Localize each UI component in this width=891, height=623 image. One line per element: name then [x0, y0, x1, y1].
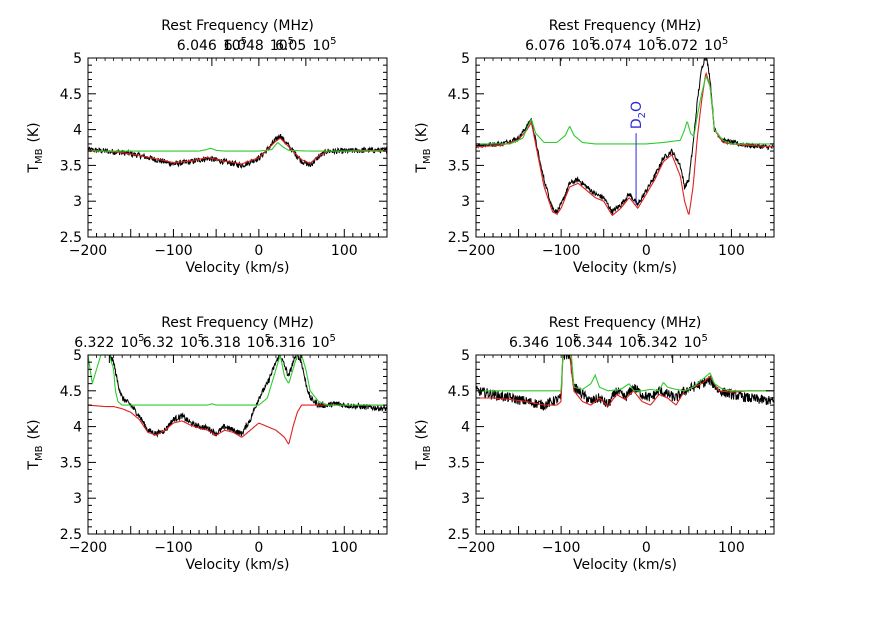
y-tick-label: 5 [73, 51, 82, 67]
y-tick-label: 2.5 [60, 230, 82, 246]
x-tick-label: −200 [457, 540, 495, 556]
y-tick-label: 3 [461, 491, 470, 507]
y-tick-label: 4.5 [448, 87, 470, 103]
y-tick-label: 3.5 [448, 158, 470, 174]
y-tick-label: 4 [73, 123, 82, 139]
y-axis-title: TMB(K) [414, 419, 433, 470]
x-tick-label: 0 [642, 243, 651, 259]
top-tick-label: 6.05 105 [275, 36, 336, 54]
y-tick-label: 3 [73, 491, 82, 507]
top-tick-label: 6.344 105 [573, 333, 643, 351]
x-axis-title: Velocity (km/s) [573, 260, 677, 276]
top-tick-label: 6.342 105 [638, 333, 708, 351]
x-tick-label: 0 [642, 540, 651, 556]
y-tick-label: 4 [73, 420, 82, 436]
y-tick-label: 3.5 [60, 455, 82, 471]
spectrum-panel-top-right: D2O −200 −100 0 100 2.5 3 3.5 4 4.5 5 6.076 1056.074… [414, 18, 775, 276]
x-tick-label: 0 [254, 243, 263, 259]
x-tick-label: −100 [154, 540, 192, 556]
top-tick-label: 6.318 105 [201, 333, 271, 351]
top-axis-title: Rest Frequency (MHz) [161, 18, 314, 34]
y-tick-label: 4 [461, 420, 470, 436]
x-tick-label: −200 [457, 243, 495, 259]
top-tick-label: 6.316 105 [266, 333, 336, 351]
y-tick-label: 4.5 [60, 87, 82, 103]
plot-frame [87, 354, 388, 535]
y-tick-label: 4 [461, 123, 470, 139]
x-tick-label: 100 [718, 540, 745, 556]
top-axis-title: Rest Frequency (MHz) [549, 18, 702, 34]
series-line-model-1 [476, 355, 774, 408]
x-tick-label: −200 [69, 243, 107, 259]
y-tick-label: 3 [461, 194, 470, 210]
x-tick-label: 100 [718, 243, 745, 259]
top-tick-label: 6.048 105 [224, 36, 294, 54]
y-tick-label: 2.5 [448, 230, 470, 246]
plot-frame [475, 354, 775, 535]
plot-frame [87, 57, 388, 238]
x-tick-label: −200 [69, 540, 107, 556]
x-tick-label: −100 [154, 243, 192, 259]
series-line-model-2 [476, 75, 774, 145]
y-axis-title: TMB(K) [26, 122, 45, 173]
plot-frame [475, 57, 775, 238]
x-tick-label: 100 [331, 540, 358, 556]
series-line-model-2 [88, 142, 387, 152]
top-tick-label: 6.346 105 [509, 333, 579, 351]
y-tick-label: 3.5 [60, 158, 82, 174]
y-tick-label: 3.5 [448, 455, 470, 471]
top-tick-label: 6.046 105 [177, 36, 247, 54]
y-tick-label: 2.5 [60, 527, 82, 543]
x-axis-title: Velocity (km/s) [573, 557, 677, 573]
x-tick-label: −100 [542, 540, 580, 556]
series-line-model-1 [88, 404, 387, 445]
y-tick-label: 5 [461, 348, 470, 364]
x-axis-title: Velocity (km/s) [185, 557, 289, 573]
top-axis-title: Rest Frequency (MHz) [549, 315, 702, 331]
x-tick-label: 100 [331, 243, 358, 259]
top-tick-label: 6.072 105 [658, 36, 728, 54]
y-tick-label: 4.5 [448, 384, 470, 400]
y-tick-label: 4.5 [60, 384, 82, 400]
y-tick-label: 5 [461, 51, 470, 67]
y-tick-label: 3 [73, 194, 82, 210]
top-tick-label: 6.076 105 [525, 36, 595, 54]
y-axis-title: TMB(K) [26, 419, 45, 470]
y-tick-label: 5 [73, 348, 82, 364]
series-line-model-2 [88, 355, 387, 406]
y-tick-label: 2.5 [448, 527, 470, 543]
x-tick-label: −100 [542, 243, 580, 259]
top-tick-label: 6.074 105 [592, 36, 662, 54]
series-line-observed-0 [109, 355, 387, 438]
top-tick-label: 6.32 105 [143, 333, 204, 351]
x-axis-title: Velocity (km/s) [185, 260, 289, 276]
top-axis-title: Rest Frequency (MHz) [161, 315, 314, 331]
annotation-label: D2O [629, 101, 648, 129]
x-tick-label: 0 [254, 540, 263, 556]
series-line-observed-0 [476, 58, 774, 216]
top-tick-label: 6.322 105 [74, 333, 144, 351]
y-axis-title: TMB(K) [414, 122, 433, 173]
series-line-model-2 [476, 355, 774, 392]
